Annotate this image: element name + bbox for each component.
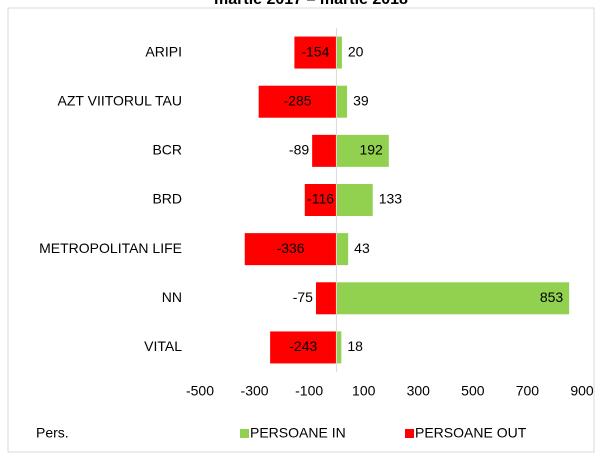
data-label: 133: [379, 191, 403, 207]
y-tick-label: NN: [162, 289, 182, 305]
data-label: -89: [289, 142, 309, 158]
bar: [336, 184, 373, 216]
bar: [336, 134, 389, 167]
bar: [336, 36, 342, 69]
data-label: -336: [277, 240, 305, 256]
y-tick-label: BRD: [152, 191, 182, 207]
y-tick-label: METROPOLITAN LIFE: [39, 240, 182, 256]
bar: [336, 331, 342, 364]
legend-label: PERSOANE OUT: [415, 425, 527, 441]
bar: [258, 85, 337, 118]
legend-swatch: [240, 429, 249, 438]
x-tick-label: -300: [241, 383, 269, 399]
bar: [294, 36, 337, 69]
data-label: -116: [307, 191, 334, 207]
data-label: 192: [359, 142, 383, 158]
bar: [304, 184, 337, 216]
x-tick-label: 500: [461, 383, 485, 399]
data-label: 43: [354, 240, 370, 256]
x-tick-label: 900: [570, 383, 594, 399]
data-label: 39: [353, 92, 369, 108]
y-tick-label: VITAL: [144, 338, 182, 354]
bar: [336, 85, 348, 118]
x-tick-label: -100: [295, 383, 323, 399]
y-tick-label: ARIPI: [145, 43, 182, 59]
x-tick-label: 300: [407, 383, 431, 399]
x-tick-label: -500: [186, 383, 214, 399]
data-label: 853: [540, 289, 564, 305]
data-label: -243: [289, 338, 317, 354]
data-label: 20: [348, 43, 364, 59]
bar: [336, 233, 349, 266]
data-label: -75: [293, 289, 313, 305]
bar: [315, 282, 337, 315]
legend-label: PERSOANE IN: [250, 425, 346, 441]
y-tick-label: AZT VIITORUL TAU: [58, 92, 182, 108]
x-axis-label: Pers.: [36, 425, 69, 441]
chart-title: martie 2017 – martie 2018: [214, 0, 408, 8]
bar: [336, 282, 570, 315]
y-tick-label: BCR: [152, 142, 182, 158]
data-label: 18: [347, 338, 363, 354]
bar: [312, 134, 337, 167]
chart-frame: [7, 7, 595, 453]
bar: [244, 233, 337, 266]
bar: [270, 331, 337, 364]
legend-swatch: [405, 429, 414, 438]
data-label: -285: [284, 92, 312, 108]
x-tick-label: 700: [516, 383, 540, 399]
data-label: -154: [301, 43, 329, 59]
x-tick-label: 100: [352, 383, 376, 399]
